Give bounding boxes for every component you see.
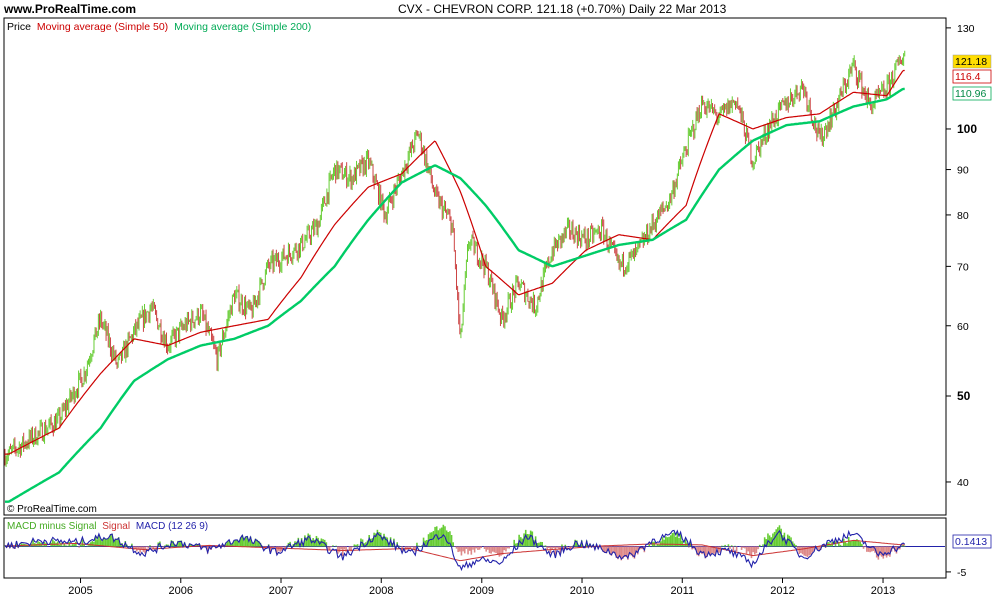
macd-line [4, 529, 906, 572]
legend-price: Price [7, 21, 31, 33]
y-tick-label-70: 70 [957, 261, 969, 273]
price-lines [5, 69, 905, 503]
legend-macd-line: MACD (12 26 9) [136, 521, 208, 532]
last-ma200-box [952, 86, 992, 101]
last-macd-label: 0.1413 [955, 536, 987, 548]
y-tick-label-60: 60 [957, 321, 969, 333]
last-price-box [952, 54, 992, 69]
x-tick-label-2006: 2006 [169, 585, 193, 597]
y-tick-label-130: 130 [957, 23, 975, 35]
x-tick-label-2009: 2009 [470, 585, 494, 597]
chart-header: www.ProRealTime.com CVX - CHEVRON CORP. … [0, 0, 1000, 18]
last-ma50-box [952, 69, 992, 84]
macd-tick-label: -5 [957, 567, 966, 579]
y-tick-label-90: 90 [957, 165, 969, 177]
x-axis: 2005 2006 2007 2008 2009 2010 2011 2012 2013 [68, 578, 895, 597]
y-tick-label-100: 100 [957, 122, 977, 136]
chart-title: CVX - CHEVRON CORP. 121.18 (+0.70%) Dail… [398, 2, 727, 16]
watermark: © ProRealTime.com [7, 504, 97, 515]
x-tick-label-2011: 2011 [670, 585, 694, 597]
x-tick-label-2008: 2008 [369, 585, 393, 597]
x-tick-label-2012: 2012 [770, 585, 794, 597]
x-tick-label-2005: 2005 [68, 585, 92, 597]
ma200-line [5, 87, 905, 503]
legend-macd-signal: Signal [102, 521, 130, 532]
price-panel-frame [3, 17, 947, 516]
price-candles [4, 50, 906, 467]
price-axis: 40 50 60 70 80 90 100 130 [946, 23, 977, 489]
ma50-line [5, 69, 905, 455]
legend-ma200: Moving average (Simple 200) [174, 21, 311, 33]
price-legend: Price Moving average (Simple 50) Moving … [7, 21, 311, 33]
x-tick-label-2013: 2013 [871, 585, 895, 597]
site-name: www.ProRealTime.com [4, 2, 137, 16]
x-tick-label-2010: 2010 [570, 585, 594, 597]
last-ma50-label: 116.4 [955, 71, 981, 83]
legend-ma50: Moving average (Simple 50) [37, 21, 168, 33]
macd-legend: MACD minus Signal Signal MACD (12 26 9) [7, 521, 208, 532]
legend-macd-hist: MACD minus Signal [7, 521, 96, 532]
y-tick-label-50: 50 [957, 389, 971, 403]
last-price-label: 121.18 [955, 56, 987, 68]
y-tick-label-80: 80 [957, 210, 969, 222]
last-ma200-label: 110.96 [955, 88, 986, 100]
last-macd-box [952, 534, 992, 549]
y-tick-label-40: 40 [957, 477, 969, 489]
macd-plot: -5 [4, 524, 966, 579]
x-tick-label-2007: 2007 [269, 585, 293, 597]
